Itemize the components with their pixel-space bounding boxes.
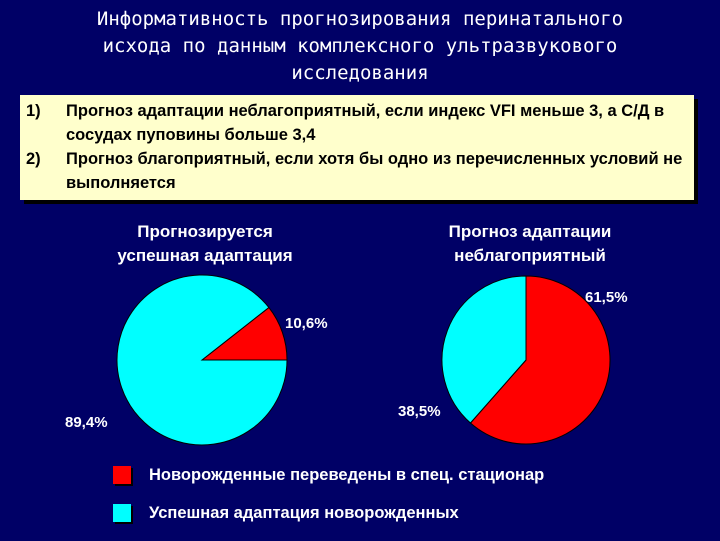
condition-item: 1) Прогноз адаптации неблагоприятный, ес… [26,99,688,147]
slice-label: 10,6% [285,315,328,332]
legend-label: Новорожденные переведены в спец. стацион… [149,465,545,484]
condition-text: Прогноз адаптации неблагоприятный, если … [66,102,665,144]
legend-swatch [113,466,131,484]
legend: Новорожденные переведены в спец. стацион… [113,465,544,541]
condition-item: 2) Прогноз благоприятный, если хотя бы о… [26,147,688,195]
condition-text: Прогноз благоприятный, если хотя бы одно… [66,150,683,192]
condition-number: 2) [26,150,41,168]
pie-slice [441,275,527,424]
slice-label: 89,4% [65,414,108,431]
pie-slice [116,274,288,446]
pie-slice [469,275,611,445]
slice-label: 61,5% [585,289,628,306]
condition-number: 1) [26,102,41,120]
legend-label: Успешная адаптация новорожденных [149,503,459,522]
pie-title: Прогноз адаптации неблагоприятный [448,222,612,265]
legend-item: Новорожденные переведены в спец. стацион… [113,465,544,485]
title-line: Информативность прогнозирования перината… [96,8,624,30]
title-line: исследования [291,62,429,84]
legend-item: Успешная адаптация новорожденных [113,503,544,523]
title-line: исхода по данным комплексного ультразвук… [102,35,618,57]
pie-title: Прогнозируется успешная адаптация [117,222,293,265]
slide-title: Информативность прогнозирования перината… [20,6,700,87]
conditions-box: 1) Прогноз адаптации неблагоприятный, ес… [20,95,694,200]
slice-label: 38,5% [398,403,441,420]
legend-swatch [113,504,131,522]
